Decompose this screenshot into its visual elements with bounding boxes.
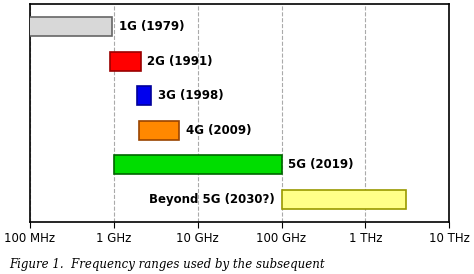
Bar (137, 86, 151, 105)
Text: 3G (1998): 3G (1998) (158, 89, 224, 102)
Bar (110, 52, 141, 71)
Bar (139, 121, 179, 140)
Text: 1G (1979): 1G (1979) (118, 20, 184, 33)
Text: Beyond 5G (2030?): Beyond 5G (2030?) (149, 193, 275, 206)
Text: Figure 1.  Frequency ranges used by the subsequent: Figure 1. Frequency ranges used by the s… (9, 258, 325, 271)
Text: 4G (2009): 4G (2009) (186, 124, 251, 137)
Bar (114, 155, 282, 174)
Bar (22, 17, 112, 36)
Text: 5G (2019): 5G (2019) (288, 158, 354, 171)
Bar (282, 190, 406, 209)
Text: 2G (1991): 2G (1991) (147, 55, 213, 68)
